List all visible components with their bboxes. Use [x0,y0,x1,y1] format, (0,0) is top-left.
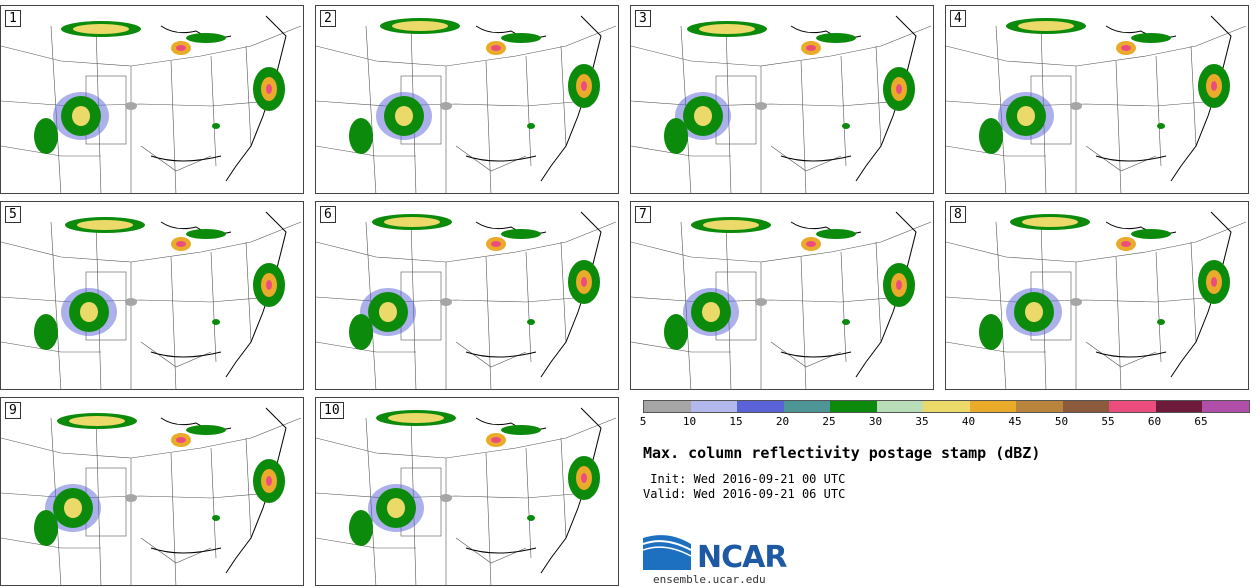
ensemble-member-panel: 10 [315,397,619,586]
colorbar-swatch [1202,401,1249,412]
init-time: Init: Wed 2016-09-21 00 UTC [643,472,846,486]
colorbar-tick-label: 55 [1101,415,1115,428]
colorbar-tick-label: 65 [1194,415,1208,428]
colorbar-tick-label: 50 [1054,415,1069,428]
ncar-logo-icon [643,535,692,570]
ensemble-member-panel: 8 [945,201,1249,390]
ensemble-member-panel: 7 [630,201,934,390]
panel-number: 1 [5,10,21,27]
colorbar-tick-label: 35 [915,415,929,428]
ensemble-member-panel: 3 [630,5,934,194]
ncar-logo-text: NCAR [697,540,787,575]
colorbar-swatch [737,401,784,412]
valid-time: Valid: Wed 2016-09-21 06 UTC [643,487,846,501]
panel-number: 5 [5,206,21,223]
panel-number: 4 [950,10,966,27]
colorbar-swatch [1062,401,1109,412]
colorbar-swatch [830,401,877,412]
figure-title: Max. column reflectivity postage stamp (… [643,444,1041,462]
colorbar-tick-label: 45 [1008,415,1022,428]
panel-number: 8 [950,206,966,223]
colorbar-swatch [690,401,737,412]
ensemble-member-panel: 1 [0,5,304,194]
colorbar-swatch [644,401,691,412]
colorbar-tick-label: 5 [639,415,647,428]
ensemble-member-panel: 5 [0,201,304,390]
colorbar-tick-label: 10 [682,415,697,428]
site-url: ensemble.ucar.edu [653,573,766,586]
panel-number: 6 [320,206,336,223]
ensemble-member-panel: 9 [0,397,304,586]
colorbar-tick-label: 15 [729,415,743,428]
colorbar-tick-label: 25 [822,415,836,428]
colorbar-swatch [969,401,1016,412]
panel-number: 3 [635,10,651,27]
panel-number: 10 [320,402,344,419]
panel-number: 9 [5,402,21,419]
colorbar-swatch [1155,401,1202,412]
panel-number: 7 [635,206,651,223]
reflectivity-colorbar [643,400,1250,413]
colorbar-swatch [1109,401,1156,412]
ensemble-member-panel: 4 [945,5,1249,194]
ensemble-member-panel: 6 [315,201,619,390]
colorbar-swatch [783,401,830,412]
ensemble-member-panel: 2 [315,5,619,194]
colorbar-swatch [923,401,970,412]
colorbar-swatch [1016,401,1063,412]
panel-number: 2 [320,10,336,27]
colorbar-tick-label: 30 [868,415,883,428]
colorbar-tick-label: 60 [1147,415,1162,428]
colorbar-tick-label: 40 [961,415,976,428]
colorbar-swatch [876,401,923,412]
colorbar-tick-label: 20 [775,415,790,428]
